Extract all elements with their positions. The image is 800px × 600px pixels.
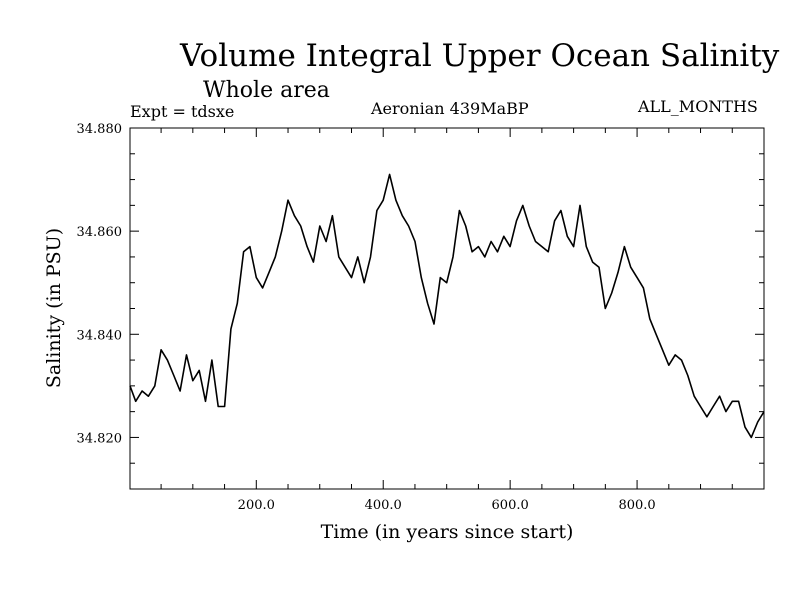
experiment-label: Expt = tdsxe <box>130 102 235 121</box>
y-tick-label: 34.880 <box>77 122 123 137</box>
plot-frame <box>129 127 765 490</box>
tick-labels: 200.0 400.0 600.0 800.0 34.820 34.840 34.860 34… <box>77 122 656 513</box>
y-axis-label: Salinity (in PSU) <box>43 228 65 388</box>
x-tick-label: 800.0 <box>618 498 655 513</box>
salinity-series-line <box>129 173 765 439</box>
chart-title: Volume Integral Upper Ocean Salinity <box>180 38 780 74</box>
y-tick-label: 34.860 <box>77 225 123 240</box>
x-tick-label: 600.0 <box>492 498 529 513</box>
axis-ticks <box>130 128 764 489</box>
x-tick-label: 200.0 <box>238 498 275 513</box>
months-label: ALL_MONTHS <box>638 97 758 116</box>
x-tick-label: 400.0 <box>365 498 402 513</box>
period-label: Aeronian 439MaBP <box>371 99 529 118</box>
x-axis-label: Time (in years since start) <box>321 521 574 543</box>
y-tick-label: 34.840 <box>77 328 123 343</box>
y-tick-label: 34.820 <box>77 431 123 446</box>
chart-subtitle: Whole area <box>203 78 330 103</box>
